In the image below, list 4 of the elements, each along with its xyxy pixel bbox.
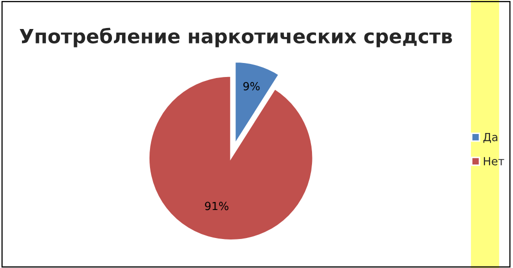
chart-title: Употребление наркотических средств	[20, 28, 452, 48]
data-label: 9%	[243, 82, 260, 90]
legend-label: Да	[483, 133, 498, 143]
data-label: 91%	[205, 202, 228, 210]
